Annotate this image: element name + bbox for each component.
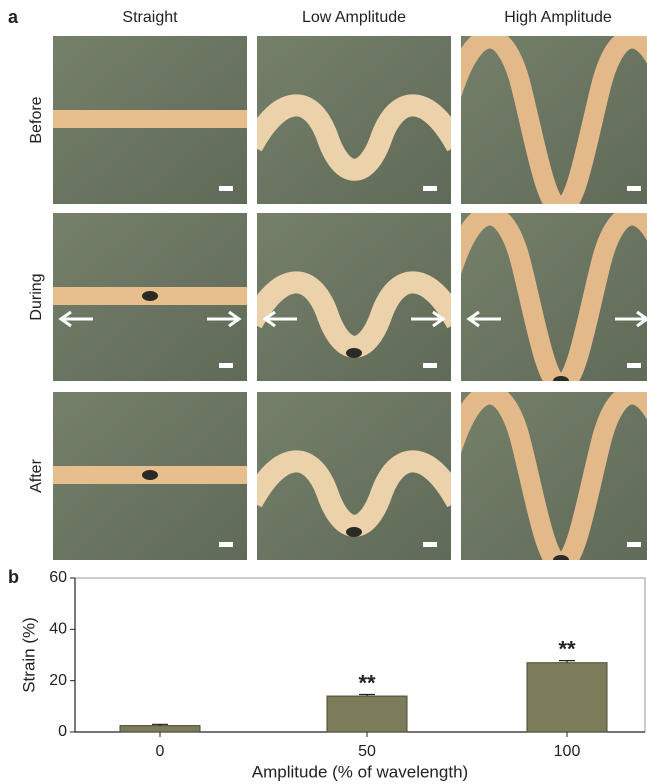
bar-chart: b 0 20 40 60 0 50 100 ** ** Amplitude (% of wavele…: [8, 567, 646, 781]
y-tick-label: 40: [49, 621, 67, 638]
column-header: High Amplitude: [504, 9, 612, 26]
micrograph: [53, 36, 247, 204]
bar: [326, 695, 408, 733]
row-label: During: [28, 273, 45, 320]
crack: [346, 527, 362, 537]
micrograph: [257, 392, 451, 560]
y-tick-label: 20: [49, 672, 67, 689]
y-tick-label: 60: [49, 569, 67, 586]
arrow: [207, 310, 242, 328]
error-bar: [559, 660, 575, 663]
y-axis-label: Strain (%): [19, 617, 38, 693]
crack: [553, 376, 569, 381]
bar: [119, 725, 201, 733]
significance-marker: **: [358, 670, 376, 695]
copper-trace: [53, 110, 247, 128]
arrow: [466, 310, 501, 328]
x-axis-label: Amplitude (% of wavelength): [252, 762, 468, 781]
micrograph: [53, 213, 247, 381]
significance-marker: **: [558, 636, 576, 661]
micrograph: [53, 392, 247, 560]
arrow: [262, 310, 297, 328]
crack: [142, 470, 158, 480]
micrograph: [257, 213, 451, 381]
scale-bar: [219, 186, 233, 191]
scale-bar: [627, 542, 641, 547]
scale-bar: [627, 186, 641, 191]
scale-bar: [219, 542, 233, 547]
crack: [553, 555, 569, 560]
error-bar: [152, 723, 168, 726]
row-label: After: [28, 458, 45, 492]
x-tick-label: 100: [554, 743, 581, 760]
column-header: Straight: [122, 9, 178, 26]
arrow: [58, 310, 93, 328]
micrograph: [257, 36, 451, 204]
micrograph: [461, 213, 647, 381]
column-header: Low Amplitude: [302, 9, 406, 26]
scale-bar: [423, 363, 437, 368]
crack: [346, 348, 362, 358]
crack: [142, 291, 158, 301]
error-bar: [359, 693, 375, 697]
x-tick-label: 0: [156, 743, 165, 760]
arrow: [411, 310, 446, 328]
arrow: [615, 310, 647, 328]
panel-label: b: [8, 567, 19, 587]
micrograph: [461, 36, 647, 204]
x-tick-label: 50: [358, 743, 376, 760]
row-label: Before: [28, 96, 45, 143]
y-tick-label: 0: [58, 723, 67, 740]
scale-bar: [423, 186, 437, 191]
image-grid: Straight Low Amplitude High Amplitude Befor…: [28, 9, 647, 560]
bar: [526, 662, 608, 733]
scale-bar: [627, 363, 641, 368]
panel-label: a: [8, 7, 19, 27]
scale-bar: [219, 363, 233, 368]
scale-bar: [423, 542, 437, 547]
micrograph: [461, 392, 647, 560]
